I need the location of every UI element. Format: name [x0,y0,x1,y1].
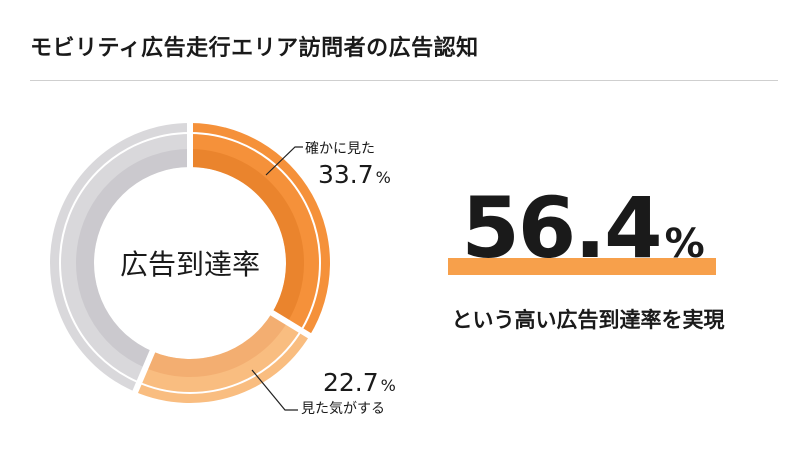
slice-value-seen-unit: % [375,168,391,187]
donut-inner-shade [190,149,304,323]
donut-separator [131,348,156,395]
big-number-unit: % [664,221,705,267]
donut-slice-rest [49,123,190,392]
donut-separator [268,309,313,340]
page-title: モビリティ広告走行エリア訪問者の広告認知 [30,36,479,61]
big-number: 56.4% [448,186,718,270]
donut-center-label: 広告到達率 [119,248,260,281]
leader-line-seen [265,146,303,176]
slice-label-seen: 確かに見た [305,141,375,157]
slice-value-maybe: 22.7% [323,368,396,397]
tagline: という高い広告到達率を実現 [451,308,725,332]
big-number-value: 56.4 [461,179,662,277]
slice-value-maybe-number: 22.7 [323,368,379,397]
slice-label-maybe: 見た気がする [301,401,385,417]
slice-value-seen-number: 33.7 [318,160,374,189]
slice-value-maybe-unit: % [380,376,396,395]
title-divider [30,80,778,81]
big-number-highlight [448,258,716,275]
slice-value-seen: 33.7% [318,160,391,189]
donut-inner-shade [76,149,190,368]
big-number-text: 56.4% [461,179,704,277]
donut-inner-shade [145,312,288,377]
leader-line-maybe [251,369,298,411]
